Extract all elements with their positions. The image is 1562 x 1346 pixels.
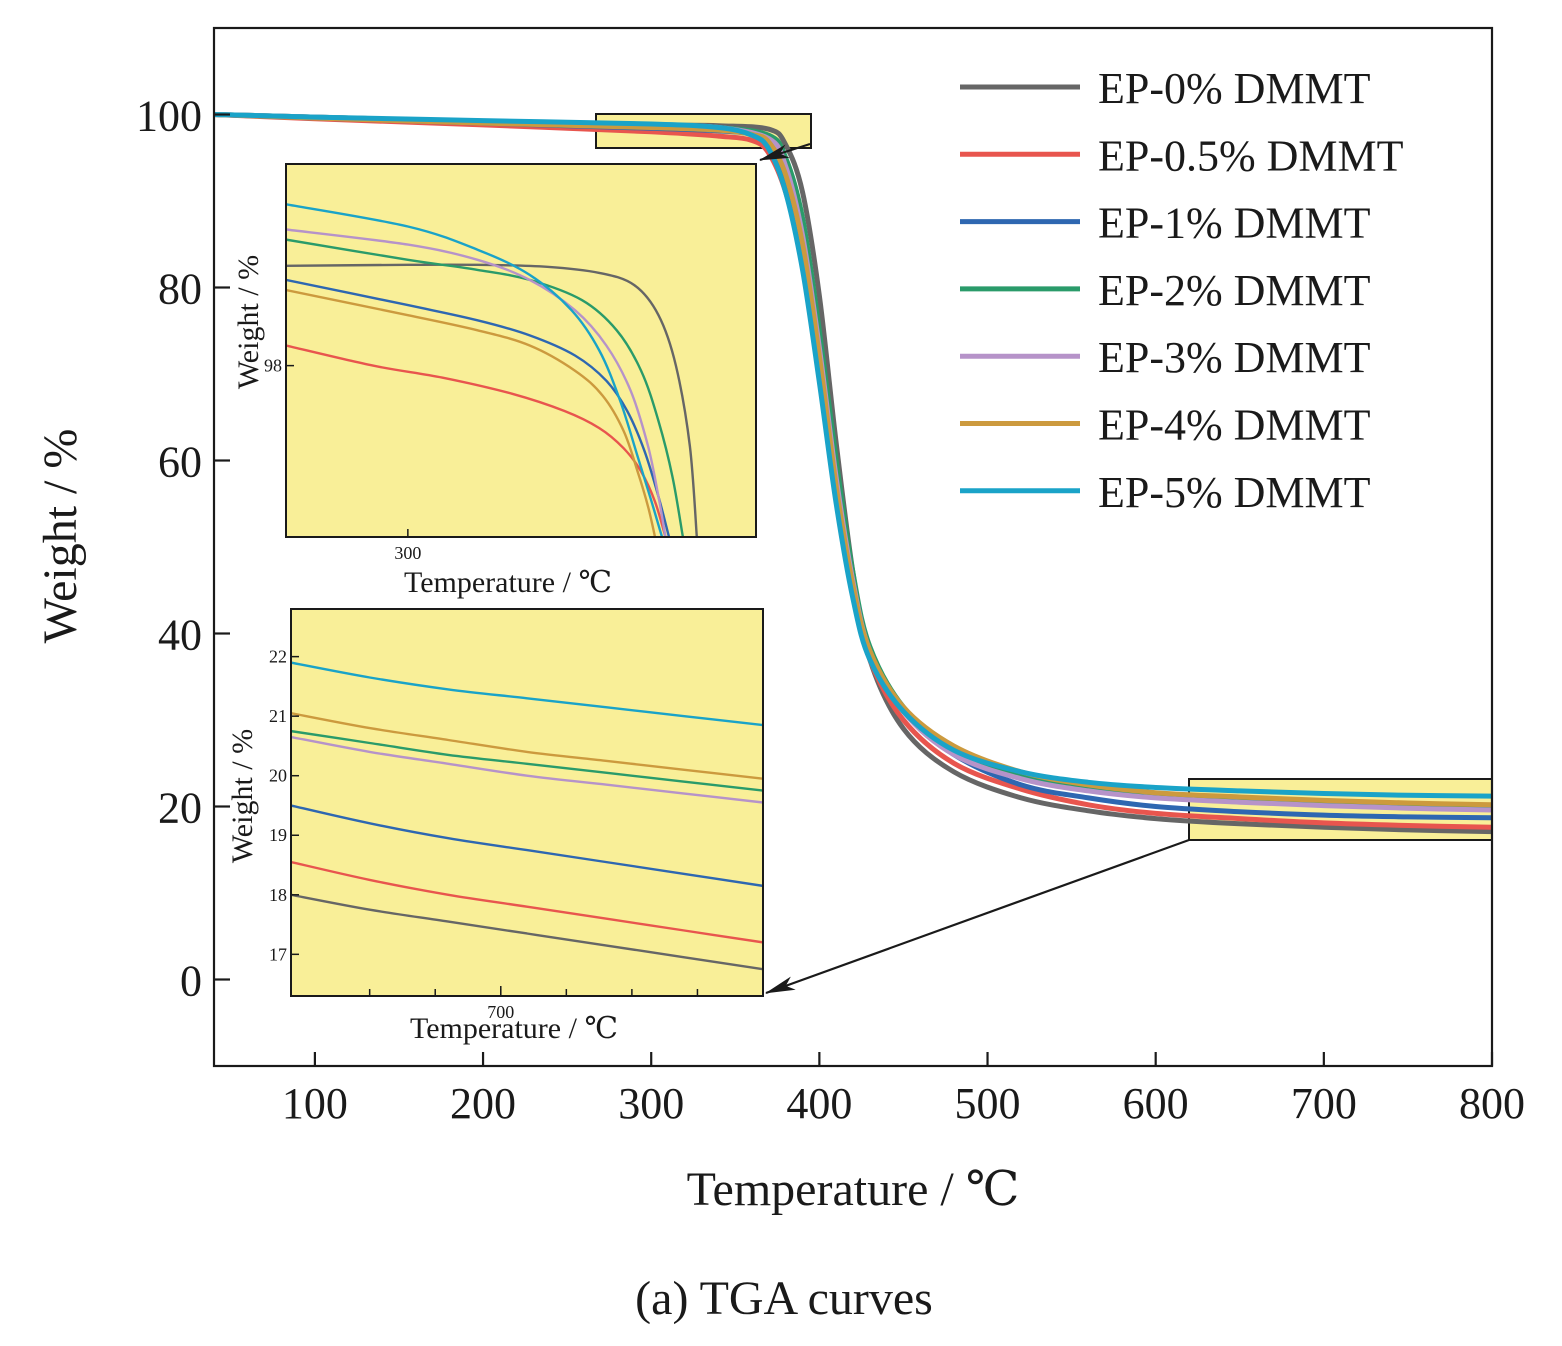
main-y-tick-label: 100 [136,92,202,141]
inset-upper-series-line-ep-2-dmmt [286,238,685,537]
main-plot-frame [212,26,1494,1068]
inset-upper-x-tick-label: 300 [394,543,421,563]
inset-lower-series-group [291,661,763,971]
main-x-tick-label: 500 [955,1079,1021,1128]
inset-lower-y-tick-label: 19 [269,825,287,845]
inset-upper-series-line-ep-4-dmmt [286,288,657,537]
figure-caption: (a) TGA curves [635,1272,933,1325]
main-x-tick-label: 200 [450,1079,516,1128]
inset-lower-series-line-ep-3-dmmt [291,735,763,804]
inset-lower-y-axis-label: Weight / % [226,729,259,863]
legend-label-ep-1-dmmt: EP-1% DMMT [1098,199,1371,248]
legend-label-ep-2-dmmt: EP-2% DMMT [1098,266,1371,315]
arrow-upper [759,143,811,161]
inset-upper-background [286,164,756,537]
inset-lower-background [291,609,763,996]
inset-upper-y-axis-label: Weight / % [232,255,265,389]
main-x-tick-label: 300 [618,1079,684,1128]
inset-lower-series-line-ep-5-dmmt [291,661,763,727]
inset-upper: 300 98 Temperature / ℃ Weight / % [232,163,757,599]
main-y-axis-label: Weight / % [34,429,87,644]
inset-lower-y-tick-label: 18 [269,885,287,905]
main-x-tick-label: 600 [1123,1079,1189,1128]
legend-label-ep-3-dmmt: EP-3% DMMT [1098,333,1371,382]
main-x-ticks: 100 200 300 400 500 600 700 800 [282,1052,1525,1128]
inset-upper-series-line-ep-0-5-dmmt [286,344,667,537]
inset-upper-ticks: 300 98 [264,356,421,563]
main-y-tick-label: 80 [158,265,202,314]
inset-upper-series-line-ep-3-dmmt [286,228,667,537]
main-plot: 100 200 300 400 500 600 700 800 0 20 40 60 80 100 Te… [34,26,1525,1216]
inset-upper-series-group [286,203,698,537]
inset-lower-y-tick-label: 21 [269,706,287,726]
main-y-tick-label: 60 [158,438,202,487]
main-y-tick-label: 40 [158,611,202,660]
main-x-axis-label: Temperature / ℃ [687,1163,1020,1216]
inset-upper-x-axis-label: Temperature / ℃ [404,566,612,599]
inset-lower-series-line-ep-1-dmmt [291,804,763,888]
inset-upper-series-line-ep-5-dmmt [286,203,664,537]
arrow-lower [765,838,1190,995]
main-y-ticks: 0 20 40 60 80 100 [136,92,230,1006]
legend-label-ep-0-5-dmmt: EP-0.5% DMMT [1098,131,1404,180]
main-series-group [214,112,1492,835]
main-x-tick-label: 100 [282,1079,348,1128]
main-y-tick-label: 0 [180,957,202,1006]
inset-lower-x-axis-label: Temperature / ℃ [410,1012,618,1045]
main-y-tick-label: 20 [158,784,202,833]
legend: EP-0% DMMT EP-0.5% DMMT EP-1% DMMT EP-2% DM… [960,64,1404,517]
inset-lower-x-tick-label: 700 [487,1002,514,1022]
main-x-tick-label: 800 [1459,1079,1525,1128]
main-series-line-ep-4-dmmt [214,112,1492,808]
inset-upper-series-line-ep-0-dmmt [286,263,698,537]
inset-lower-series-line-ep-4-dmmt [291,712,763,780]
main-x-tick-label: 400 [786,1079,852,1128]
inset-lower-y-tick-label: 17 [269,944,287,964]
inset-lower-series-line-ep-2-dmmt [291,729,763,792]
inset-lower-y-tick-label: 22 [269,647,287,667]
legend-label-ep-0-dmmt: EP-0% DMMT [1098,64,1371,113]
inset-upper-frame [285,163,757,538]
inset-lower-y-tick-label: 20 [269,766,287,786]
inset-lower: 700 17 18 19 20 21 22 Temperature / ℃ Weight /… [226,608,764,1045]
main-series-line-ep-5-dmmt [214,112,1492,799]
inset-lower-series-line-ep-0-5-dmmt [291,860,763,944]
legend-label-ep-5-dmmt: EP-5% DMMT [1098,468,1371,517]
inset-upper-y-tick-label: 98 [264,356,282,376]
inset-lower-frame [290,608,764,997]
main-x-tick-label: 700 [1291,1079,1357,1128]
inset-lower-ticks: 700 17 18 19 20 21 22 [269,647,699,1022]
inset-upper-series-line-ep-1-dmmt [286,278,671,537]
legend-label-ep-4-dmmt: EP-4% DMMT [1098,401,1371,450]
inset-lower-series-line-ep-0-dmmt [291,893,763,971]
